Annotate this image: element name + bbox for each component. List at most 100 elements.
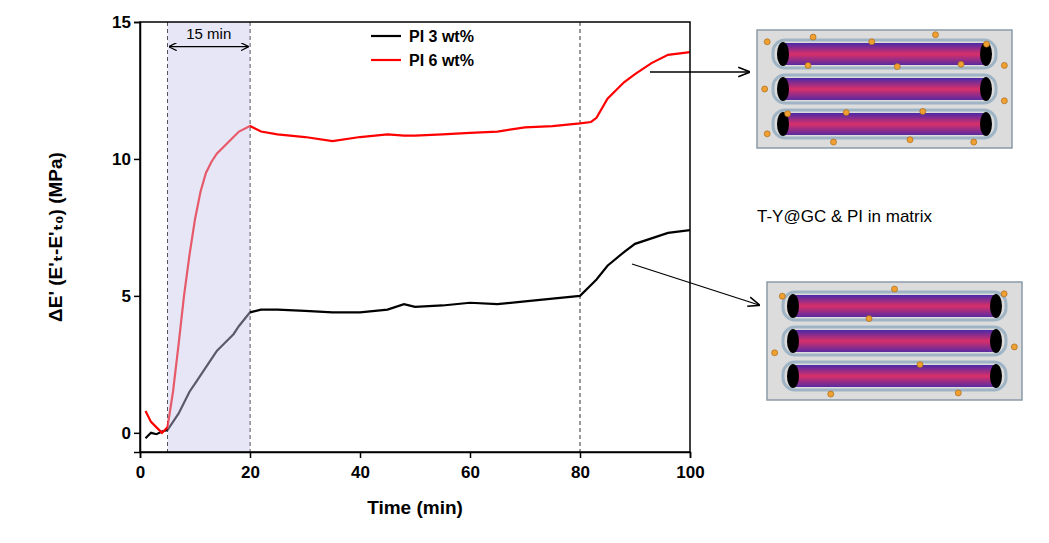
x-tick-mark (360, 452, 362, 458)
particle (828, 391, 834, 397)
pointer-arrow (650, 71, 749, 72)
matrix (767, 282, 1022, 400)
y-tick-mark (134, 22, 140, 24)
schematic-label: T-Y@GC & PI in matrix (757, 207, 933, 226)
shell (773, 40, 996, 68)
y-tick-label: 10 (112, 150, 131, 169)
chart: 0 20 40 60 80 100 0 5 10 15 Time (min) ΔE' (E'ₜ-E'ₜ… (0, 0, 1049, 543)
tube-end (990, 364, 1002, 388)
x-tick-label: 100 (676, 463, 704, 482)
particle (1011, 344, 1017, 350)
particle (917, 362, 923, 368)
y-tick-mark (134, 296, 140, 298)
particle (984, 41, 990, 47)
particle (869, 39, 875, 45)
tube-end (990, 329, 1002, 353)
particle (1001, 62, 1007, 68)
annotation-text: 15 min (186, 25, 231, 42)
legend: PI 3 wt% PI 6 wt% (371, 28, 474, 69)
reference-line (580, 22, 581, 452)
tube (793, 365, 996, 387)
tube-end (787, 294, 799, 318)
particle (933, 32, 939, 38)
schematic-box (757, 30, 1012, 148)
x-tick: 40 (351, 452, 370, 482)
shell (773, 110, 996, 138)
tube-end (980, 42, 992, 66)
pointer-arrow (632, 264, 759, 305)
x-tick: 60 (461, 452, 480, 482)
tube-end (980, 77, 992, 101)
y-tick-label: 0 (122, 424, 131, 443)
particle (866, 316, 872, 322)
tube-end (777, 42, 789, 66)
y-tick: 15 (112, 13, 140, 32)
x-tick-mark (250, 452, 252, 458)
y-tick-label: 15 (112, 13, 131, 32)
particle (764, 39, 770, 45)
x-axis-line (141, 453, 691, 459)
annotation-arrow (170, 46, 249, 47)
tube-end (980, 112, 992, 136)
x-tick-label: 40 (351, 463, 370, 482)
x-axis: 0 20 40 60 80 100 (136, 452, 705, 482)
legend-swatch (371, 35, 401, 37)
particle (1001, 98, 1007, 104)
shell (773, 75, 996, 103)
particle (1001, 291, 1007, 297)
particle (764, 131, 770, 137)
particle (958, 61, 964, 67)
shell (783, 362, 1006, 390)
y-axis-title: ΔE' (E'ₜ-E'ₜ₀) (MPa) (45, 152, 66, 322)
shell (783, 292, 1006, 320)
legend-label: PI 6 wt% (409, 52, 474, 69)
plot-area (146, 22, 691, 452)
tube (793, 330, 996, 352)
x-tick: 20 (241, 452, 260, 482)
x-tick-label: 0 (136, 463, 145, 482)
tube-end (787, 329, 799, 353)
shaded-span (168, 22, 251, 452)
shell (783, 327, 1006, 355)
y-tick: 10 (112, 150, 140, 169)
particle (971, 139, 977, 145)
tube-end (787, 364, 799, 388)
particle (762, 86, 768, 92)
y-tick: 5 (122, 287, 140, 306)
x-tick: 0 (136, 452, 145, 482)
x-axis-title: Time (min) (367, 497, 463, 518)
particle (907, 137, 913, 143)
particle (843, 110, 849, 116)
tube-end (990, 294, 1002, 318)
tube-end (777, 77, 789, 101)
y-tick-label: 5 (122, 287, 131, 306)
schematic-box (767, 282, 1022, 400)
particle (785, 111, 791, 117)
x-tick-mark (580, 452, 582, 458)
tube (793, 295, 996, 317)
y-tick-mark (134, 159, 140, 161)
y-tick-mark (134, 433, 140, 435)
y-axis-line (134, 23, 141, 453)
x-tick: 80 (571, 452, 590, 482)
legend-label: PI 3 wt% (409, 28, 474, 45)
particle (894, 64, 900, 70)
particle (892, 286, 898, 292)
particle (772, 350, 778, 356)
x-tick: 100 (676, 452, 704, 482)
x-tick-label: 20 (241, 463, 260, 482)
x-tick-mark (470, 452, 472, 458)
particle (779, 293, 785, 299)
tube (783, 113, 986, 135)
x-tick-mark (690, 452, 692, 458)
particle (805, 62, 811, 68)
tube (783, 43, 986, 65)
particle (810, 34, 816, 40)
y-tick: 0 (122, 424, 140, 443)
legend-swatch (371, 59, 401, 61)
y-axis: 0 5 10 15 (112, 13, 140, 453)
x-tick-label: 80 (571, 463, 590, 482)
particle (920, 108, 926, 114)
tube (783, 78, 986, 100)
particle (831, 139, 837, 145)
